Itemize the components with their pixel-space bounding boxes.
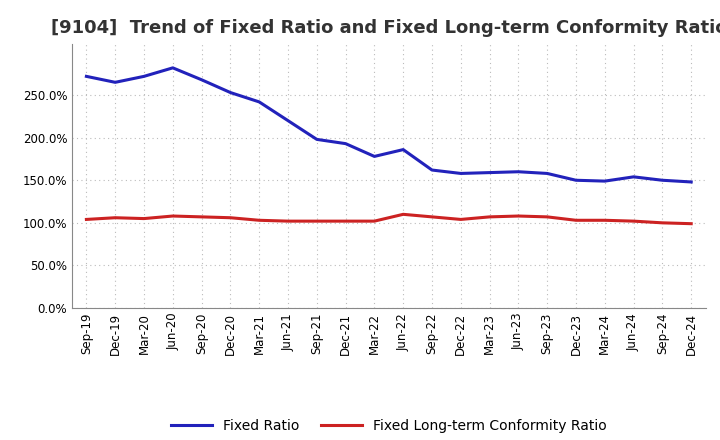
Fixed Ratio	[658, 178, 667, 183]
Fixed Long-term Conformity Ratio	[312, 219, 321, 224]
Fixed Ratio	[572, 178, 580, 183]
Fixed Ratio	[312, 137, 321, 142]
Fixed Long-term Conformity Ratio	[82, 217, 91, 222]
Fixed Ratio	[399, 147, 408, 152]
Line: Fixed Ratio: Fixed Ratio	[86, 68, 691, 182]
Title: [9104]  Trend of Fixed Ratio and Fixed Long-term Conformity Ratio: [9104] Trend of Fixed Ratio and Fixed Lo…	[50, 19, 720, 37]
Fixed Ratio	[687, 180, 696, 185]
Fixed Ratio	[629, 174, 638, 180]
Fixed Long-term Conformity Ratio	[687, 221, 696, 226]
Fixed Ratio	[341, 141, 350, 146]
Fixed Long-term Conformity Ratio	[140, 216, 148, 221]
Fixed Ratio	[284, 118, 292, 123]
Fixed Ratio	[140, 74, 148, 79]
Fixed Long-term Conformity Ratio	[168, 213, 177, 219]
Fixed Long-term Conformity Ratio	[485, 214, 494, 220]
Fixed Long-term Conformity Ratio	[370, 219, 379, 224]
Fixed Ratio	[485, 170, 494, 175]
Fixed Ratio	[255, 99, 264, 105]
Fixed Ratio	[168, 65, 177, 70]
Fixed Long-term Conformity Ratio	[456, 217, 465, 222]
Fixed Long-term Conformity Ratio	[255, 218, 264, 223]
Fixed Ratio	[197, 77, 206, 82]
Fixed Ratio	[226, 90, 235, 95]
Fixed Long-term Conformity Ratio	[341, 219, 350, 224]
Fixed Ratio	[428, 167, 436, 172]
Fixed Long-term Conformity Ratio	[658, 220, 667, 225]
Fixed Ratio	[543, 171, 552, 176]
Fixed Long-term Conformity Ratio	[197, 214, 206, 220]
Fixed Long-term Conformity Ratio	[543, 214, 552, 220]
Fixed Ratio	[111, 80, 120, 85]
Fixed Long-term Conformity Ratio	[514, 213, 523, 219]
Fixed Long-term Conformity Ratio	[284, 219, 292, 224]
Fixed Long-term Conformity Ratio	[629, 219, 638, 224]
Fixed Ratio	[82, 74, 91, 79]
Fixed Ratio	[370, 154, 379, 159]
Fixed Long-term Conformity Ratio	[111, 215, 120, 220]
Fixed Long-term Conformity Ratio	[226, 215, 235, 220]
Fixed Long-term Conformity Ratio	[600, 218, 609, 223]
Fixed Ratio	[600, 179, 609, 184]
Fixed Ratio	[514, 169, 523, 174]
Fixed Ratio	[456, 171, 465, 176]
Line: Fixed Long-term Conformity Ratio: Fixed Long-term Conformity Ratio	[86, 214, 691, 224]
Fixed Long-term Conformity Ratio	[572, 218, 580, 223]
Legend: Fixed Ratio, Fixed Long-term Conformity Ratio: Fixed Ratio, Fixed Long-term Conformity …	[165, 413, 613, 438]
Fixed Long-term Conformity Ratio	[428, 214, 436, 220]
Fixed Long-term Conformity Ratio	[399, 212, 408, 217]
